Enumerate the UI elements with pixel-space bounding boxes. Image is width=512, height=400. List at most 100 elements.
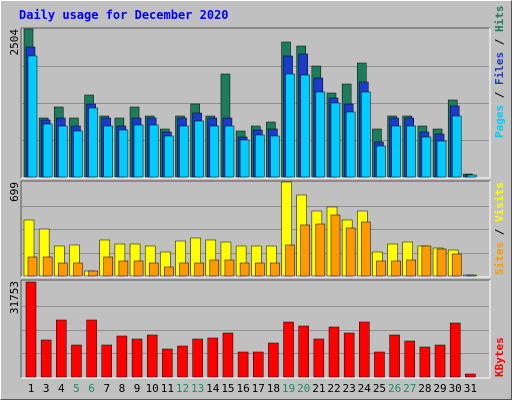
legend-sites: Sites (493, 242, 506, 275)
sites-bar (239, 262, 250, 277)
pages-bar (73, 130, 83, 178)
kbytes-ymax-label: 31753 (8, 281, 21, 314)
kbytes-bar (237, 351, 249, 378)
x-tick-label: 15 (221, 382, 234, 395)
legend-visits: Visits (493, 182, 506, 222)
pages-bar (88, 107, 98, 178)
x-tick-label: 7 (103, 382, 110, 395)
pages-bar (179, 125, 189, 178)
pages-bar (209, 125, 220, 178)
x-tick-label: 9 (134, 382, 141, 395)
sites-bar (88, 270, 98, 277)
pages-bar (58, 125, 68, 178)
pages-bar (467, 174, 477, 178)
chart-title: Daily usage for December 2020 (19, 8, 229, 22)
kbytes-bar (116, 335, 128, 378)
pages-bar (345, 111, 356, 178)
sites-bar (285, 244, 295, 277)
legend-separator: / (493, 222, 506, 242)
kbytes-bar (222, 332, 234, 378)
sites-bar (255, 262, 265, 277)
kbytes-bar (419, 346, 431, 378)
x-tick-label: 27 (403, 382, 416, 395)
legend-text: Sites / Visits (493, 182, 506, 275)
sites-bar (194, 262, 204, 277)
x-tick-label: 26 (388, 382, 401, 395)
kbytes-bar (449, 322, 461, 378)
kbytes-bar (434, 344, 446, 378)
kbytes-bar (343, 332, 355, 378)
x-tick-label: 13 (191, 382, 204, 395)
sites-bar (376, 260, 386, 277)
pages-bar (194, 120, 204, 178)
sites-bar (209, 259, 220, 277)
kbytes-bar (389, 334, 400, 378)
sites-bar (58, 262, 68, 277)
kbytes-bar (40, 339, 52, 378)
kbytes-bar (313, 338, 325, 378)
sites-bar (27, 256, 38, 277)
sites-bar (133, 260, 144, 277)
x-tick-label: 31 (464, 382, 477, 395)
pages-bar (315, 91, 326, 178)
sites-bar (300, 224, 310, 277)
kbytes-bar (192, 338, 203, 378)
sites-bar (391, 260, 401, 277)
sites-bar (330, 214, 341, 277)
pages-bar (376, 145, 386, 178)
kbytes-legend: KBytes (493, 337, 506, 377)
sites-bar (179, 262, 189, 277)
x-tick-label: 10 (146, 382, 159, 395)
kbytes-bar (71, 344, 82, 378)
x-tick-label: 5 (73, 382, 80, 395)
sites-bar (361, 221, 371, 277)
kbytes-bar (25, 281, 37, 378)
hits-legend: Pages / Files / Hits (493, 6, 506, 139)
sites-bar (467, 274, 477, 277)
legend-separator: / (493, 85, 506, 105)
sites-bar (164, 266, 174, 277)
pages-bar (255, 134, 265, 178)
pages-bar (391, 125, 401, 178)
legend-kbytes: KBytes (493, 337, 506, 377)
kbytes-bar (328, 326, 340, 378)
pages-bar (164, 135, 174, 178)
pages-bar (148, 124, 159, 178)
pages-bar (133, 124, 144, 178)
kbytes-bar (298, 325, 309, 378)
hits-ymax-label: 2504 (8, 29, 21, 56)
x-tick-label: 24 (358, 382, 372, 395)
kbytes-bar (465, 373, 476, 378)
x-axis-day-labels: 1 3 4 5 6 7 8 9 10 11 12 13 14 15 16 17 18 19 20 21 22 23 24 25… (28, 382, 477, 395)
kbytes-bar (162, 348, 173, 378)
pages-bar (224, 125, 235, 178)
pages-bar (118, 129, 129, 178)
pages-bar (406, 125, 416, 178)
x-tick-label: 22 (327, 382, 340, 395)
sites-bar (103, 256, 113, 277)
legend-text: KBytes (493, 337, 506, 377)
legend-files: Files (493, 52, 506, 85)
pages-bar (300, 74, 310, 178)
x-tick-label: 11 (161, 382, 174, 395)
kbytes-bar (101, 344, 112, 378)
pages-bar (361, 91, 371, 178)
visits-sites-bars (23, 181, 477, 277)
pages-bar (239, 139, 250, 178)
sites-bar (42, 256, 53, 277)
sites-bar (315, 223, 326, 277)
pages-bar (436, 140, 447, 178)
sites-bar (406, 259, 416, 277)
kbytes-bar (177, 345, 188, 378)
legend-text: Pages / Files / Hits (493, 6, 506, 139)
x-tick-label: 12 (176, 382, 189, 395)
kbytes-bar (146, 334, 158, 378)
pages-bar (270, 135, 280, 178)
sites-bar (345, 227, 356, 277)
kbytes-bar (283, 321, 294, 378)
sites-bar (118, 260, 129, 277)
kbytes-bar (131, 338, 143, 378)
pages-bar (330, 102, 341, 178)
kbytes-bar (359, 321, 370, 378)
